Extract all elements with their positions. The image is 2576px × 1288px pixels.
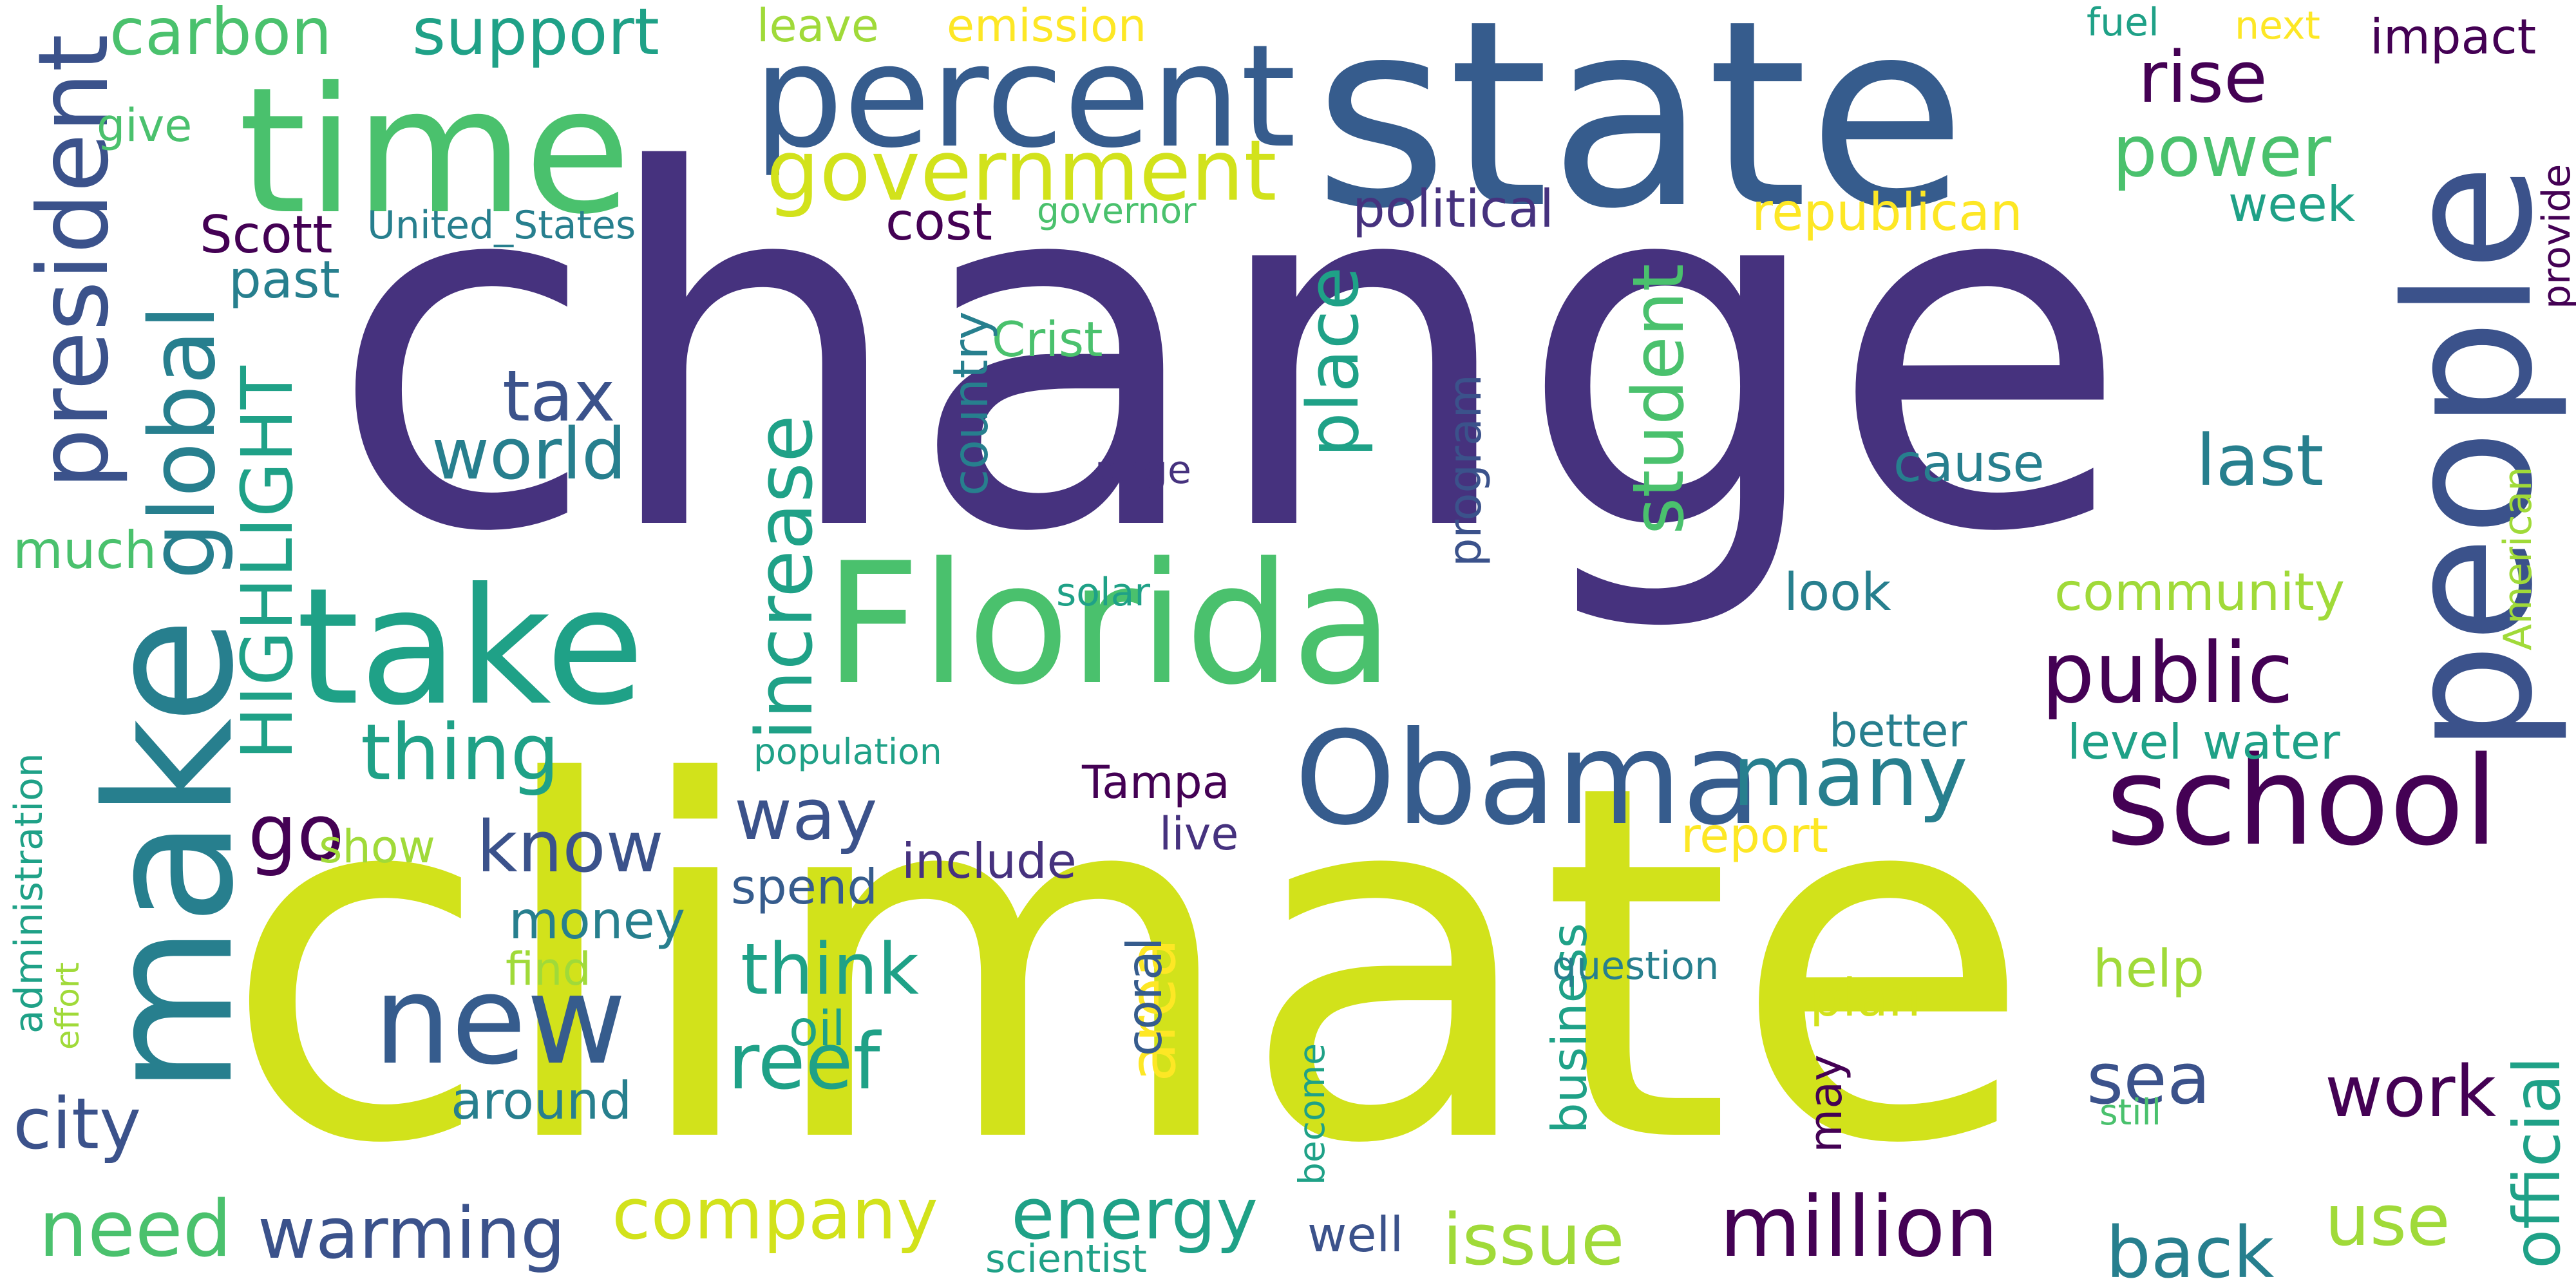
word-better: better (1829, 705, 1967, 757)
word-money: money (509, 891, 686, 951)
word-highlight: HIGHLIGHT (226, 366, 308, 760)
word-company: company (612, 1173, 938, 1255)
word-know: know (477, 806, 664, 888)
word-united-states: United_States (367, 203, 636, 248)
word-take: take (296, 553, 645, 741)
word-republican: republican (1752, 182, 2023, 242)
word-administration: administration (6, 753, 52, 1034)
word-solar: solar (1056, 570, 1151, 615)
word-tax: tax (502, 355, 616, 437)
word-community: community (2054, 562, 2345, 622)
word-week: week (2228, 176, 2356, 232)
word-oil: oil (789, 1000, 846, 1057)
word-around: around (451, 1071, 632, 1131)
word-tampa: Tampa (1082, 756, 1230, 809)
word-issue: issue (1443, 1198, 1625, 1281)
word-use: use (2325, 1179, 2450, 1262)
word-scientist: scientist (985, 1236, 1147, 1282)
word-florida: Florida (824, 527, 1394, 722)
word-impact: impact (2370, 8, 2537, 65)
word-thing: thing (361, 708, 560, 798)
word-include: include (902, 833, 1077, 889)
word-may: may (1799, 1054, 1852, 1153)
word-next: next (2235, 3, 2320, 48)
word-look: look (1784, 562, 1891, 622)
word-cause: cause (1893, 433, 2045, 493)
word-carbon: carbon (109, 0, 332, 70)
word-crist: Crist (992, 311, 1103, 368)
word-time: time (238, 50, 632, 252)
word-question: question (1552, 943, 1719, 989)
word-live: live (1159, 808, 1239, 860)
word-sea: sea (2087, 1037, 2211, 1120)
word-power: power (2112, 110, 2331, 193)
word-increase: increase (741, 415, 830, 741)
word-report: report (1681, 807, 1829, 864)
word-leave: leave (757, 0, 879, 52)
word-american: American (2496, 466, 2541, 650)
word-many: many (1732, 727, 1968, 825)
word-political: political (1352, 179, 1555, 239)
word-rise: rise (2138, 36, 2268, 118)
word-back: back (2106, 1211, 2275, 1288)
word-page: page (1095, 448, 1191, 493)
word-new: new (374, 949, 627, 1092)
word-official: official (2499, 1056, 2575, 1269)
word-need: need (39, 1185, 232, 1274)
word-provide: provide (2534, 164, 2576, 309)
word-world: world (431, 413, 627, 495)
word-coral: coral (1116, 937, 1173, 1056)
word-million: million (1719, 1178, 1999, 1276)
word-spend: spend (731, 858, 878, 915)
word-support: support (412, 0, 659, 70)
word-past: past (229, 250, 340, 310)
word-become: become (1291, 1043, 1332, 1185)
word-go: go (248, 789, 345, 878)
word-level: level (2067, 714, 2183, 770)
word-warming: warming (258, 1192, 565, 1274)
word-public: public (2041, 624, 2294, 722)
word-help: help (2093, 939, 2204, 999)
word-show: show (319, 820, 435, 873)
word-place: place (1292, 267, 1374, 457)
word-water: water (2202, 714, 2340, 770)
word-change: change (328, 70, 2130, 639)
word-effort: effort (49, 962, 86, 1050)
word-school: school (2106, 730, 2499, 873)
word-still: still (2099, 1092, 2162, 1133)
word-plan: plan (1810, 968, 1921, 1028)
word-reef: reef (728, 1018, 880, 1107)
word-obama: Obama (1294, 704, 1761, 854)
word-governor: governor (1037, 190, 1197, 231)
word-government: government (766, 122, 1277, 220)
word-energy: energy (1011, 1173, 1258, 1255)
word-last: last (2196, 419, 2324, 502)
word-work: work (2325, 1050, 2497, 1133)
word-cost: cost (886, 192, 992, 252)
word-think: think (741, 928, 919, 1010)
word-percent: percent (753, 14, 1296, 179)
word-give: give (97, 99, 193, 152)
word-much: much (13, 520, 157, 580)
word-people: people (2368, 164, 2571, 753)
word-country: country (942, 311, 999, 496)
word-scott: Scott (200, 205, 333, 265)
word-way: way (734, 773, 878, 856)
word-climate: climate (222, 681, 2033, 1251)
word-population: population (753, 731, 942, 772)
word-state: state (1314, 0, 1967, 265)
word-well: well (1307, 1206, 1404, 1263)
word-emission: emission (947, 0, 1147, 52)
word-city: city (13, 1083, 142, 1165)
word-program: program (1439, 374, 1492, 567)
word-fuel: fuel (2087, 0, 2159, 45)
word-find: find (506, 943, 591, 996)
word-student: student (1617, 263, 1700, 535)
